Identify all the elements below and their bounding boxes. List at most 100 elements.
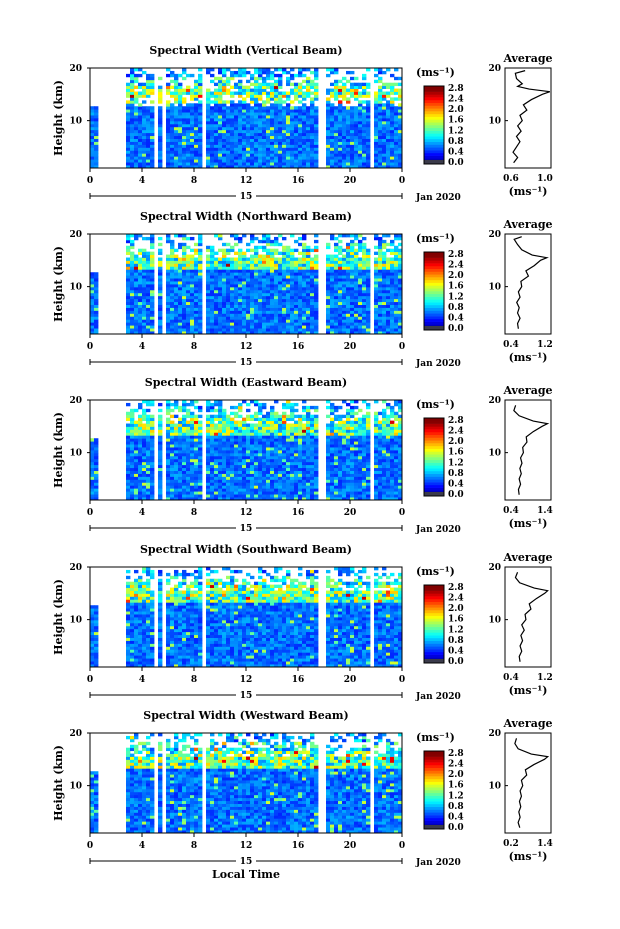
heatmap-cell: [238, 426, 243, 430]
heatmap-cell: [198, 319, 203, 323]
heatmap-cell: [374, 286, 379, 291]
heatmap-cell: [150, 441, 155, 445]
heatmap-cell: [298, 123, 303, 128]
heatmap-cell: [130, 284, 135, 288]
heatmap-cell: [142, 289, 147, 294]
heatmap-cell: [298, 331, 303, 335]
heatmap-cell: [178, 432, 183, 436]
heatmap-cell: [218, 257, 223, 261]
heatmap-cell: [310, 313, 315, 317]
heatmap-cell: [166, 402, 171, 407]
heatmap-cell: [138, 328, 143, 332]
heatmap-cell: [350, 275, 355, 279]
heatmap-cell: [306, 289, 311, 294]
heatmap-cell: [230, 281, 235, 285]
heatmap-cell: [130, 328, 135, 332]
heatmap-cell: [142, 88, 147, 92]
heatmap-cell: [126, 147, 131, 151]
heatmap-cell: [130, 278, 135, 282]
heatmap-cell: [338, 156, 343, 160]
heatmap-cell: [198, 281, 203, 285]
heatmap-cell: [342, 106, 347, 110]
heatmap-cell: [150, 123, 155, 128]
heatmap-cell: [246, 138, 251, 142]
heatmap-cell: [246, 126, 251, 131]
heatmap-cell: [130, 76, 135, 81]
heatmap-cell: [126, 106, 131, 110]
heatmap-cell: [262, 165, 267, 169]
heatmap-cell: [254, 292, 259, 297]
heatmap-cell: [358, 144, 363, 148]
heatmap-cell: [218, 129, 223, 134]
heatmap-cell: [222, 123, 227, 128]
heatmap-cell: [126, 94, 131, 98]
heatmap-cell: [270, 251, 275, 255]
heatmap-cell: [282, 129, 287, 134]
heatmap-cell: [238, 298, 243, 303]
heatmap-cell: [126, 316, 131, 320]
heatmap-cell: [282, 115, 287, 119]
heatmap-cell: [386, 331, 391, 335]
heatmap-cell: [278, 112, 283, 116]
heatmap-cell: [226, 414, 231, 419]
heatmap-cell: [350, 112, 355, 116]
colorbar-step: [424, 299, 444, 303]
heatmap-cell: [94, 138, 99, 142]
heatmap-cell: [126, 260, 131, 264]
heatmap-cell: [242, 88, 247, 92]
heatmap-cell: [366, 82, 371, 87]
heatmap-cell: [374, 112, 379, 116]
heatmap-cell: [258, 450, 263, 454]
heatmap-cell: [222, 147, 227, 151]
heatmap-cell: [278, 316, 283, 320]
heatmap-cell: [350, 239, 355, 244]
heatmap-cell: [270, 115, 275, 119]
heatmap-cell: [266, 242, 271, 247]
heatmap-cell: [90, 278, 95, 282]
heatmap-cell: [326, 313, 331, 317]
heatmap-cell: [310, 278, 315, 282]
heatmap-cell: [90, 461, 95, 466]
heatmap-cell: [234, 109, 239, 113]
heatmap-cell: [158, 165, 163, 169]
heatmap-cell: [250, 458, 255, 463]
heatmap-cell: [250, 328, 255, 332]
heatmap-cell: [342, 248, 347, 253]
heatmap-cell: [198, 120, 203, 125]
heatmap-cell: [238, 132, 243, 137]
heatmap-cell: [186, 106, 191, 110]
heatmap-cell: [266, 325, 271, 329]
heatmap-cell: [338, 159, 343, 163]
heatmap-cell: [130, 473, 135, 477]
heatmap-cell: [330, 138, 335, 142]
heatmap-cell: [126, 450, 131, 454]
heatmap-cell: [386, 126, 391, 131]
heatmap-cell: [298, 313, 303, 317]
heatmap-cell: [330, 123, 335, 128]
heatmap-cell: [242, 444, 247, 448]
heatmap-cell: [254, 150, 259, 154]
heatmap-cell: [358, 248, 363, 253]
heatmap-cell: [214, 331, 219, 335]
heatmap-cell: [186, 464, 191, 469]
heatmap-cell: [214, 103, 219, 107]
heatmap-cell: [270, 292, 275, 297]
heatmap-cell: [186, 260, 191, 264]
heatmap-cell: [198, 266, 203, 270]
heatmap-cell: [314, 129, 319, 134]
heatmap-cell: [262, 70, 267, 75]
heatmap-cell: [226, 476, 231, 480]
heatmap-cell: [182, 447, 187, 451]
heatmap-cell: [214, 141, 219, 145]
heatmap-cell: [142, 147, 147, 151]
heatmap-cell: [94, 319, 99, 323]
heatmap-cell: [174, 289, 179, 294]
heatmap-cell: [290, 115, 295, 119]
heatmap-cell: [234, 275, 239, 279]
heatmap-cell: [198, 103, 203, 107]
heatmap-cell: [266, 286, 271, 291]
heatmap-cell: [398, 91, 403, 95]
heatmap-cell: [218, 82, 223, 87]
heatmap-cell: [378, 132, 383, 137]
heatmap-cell: [250, 156, 255, 160]
